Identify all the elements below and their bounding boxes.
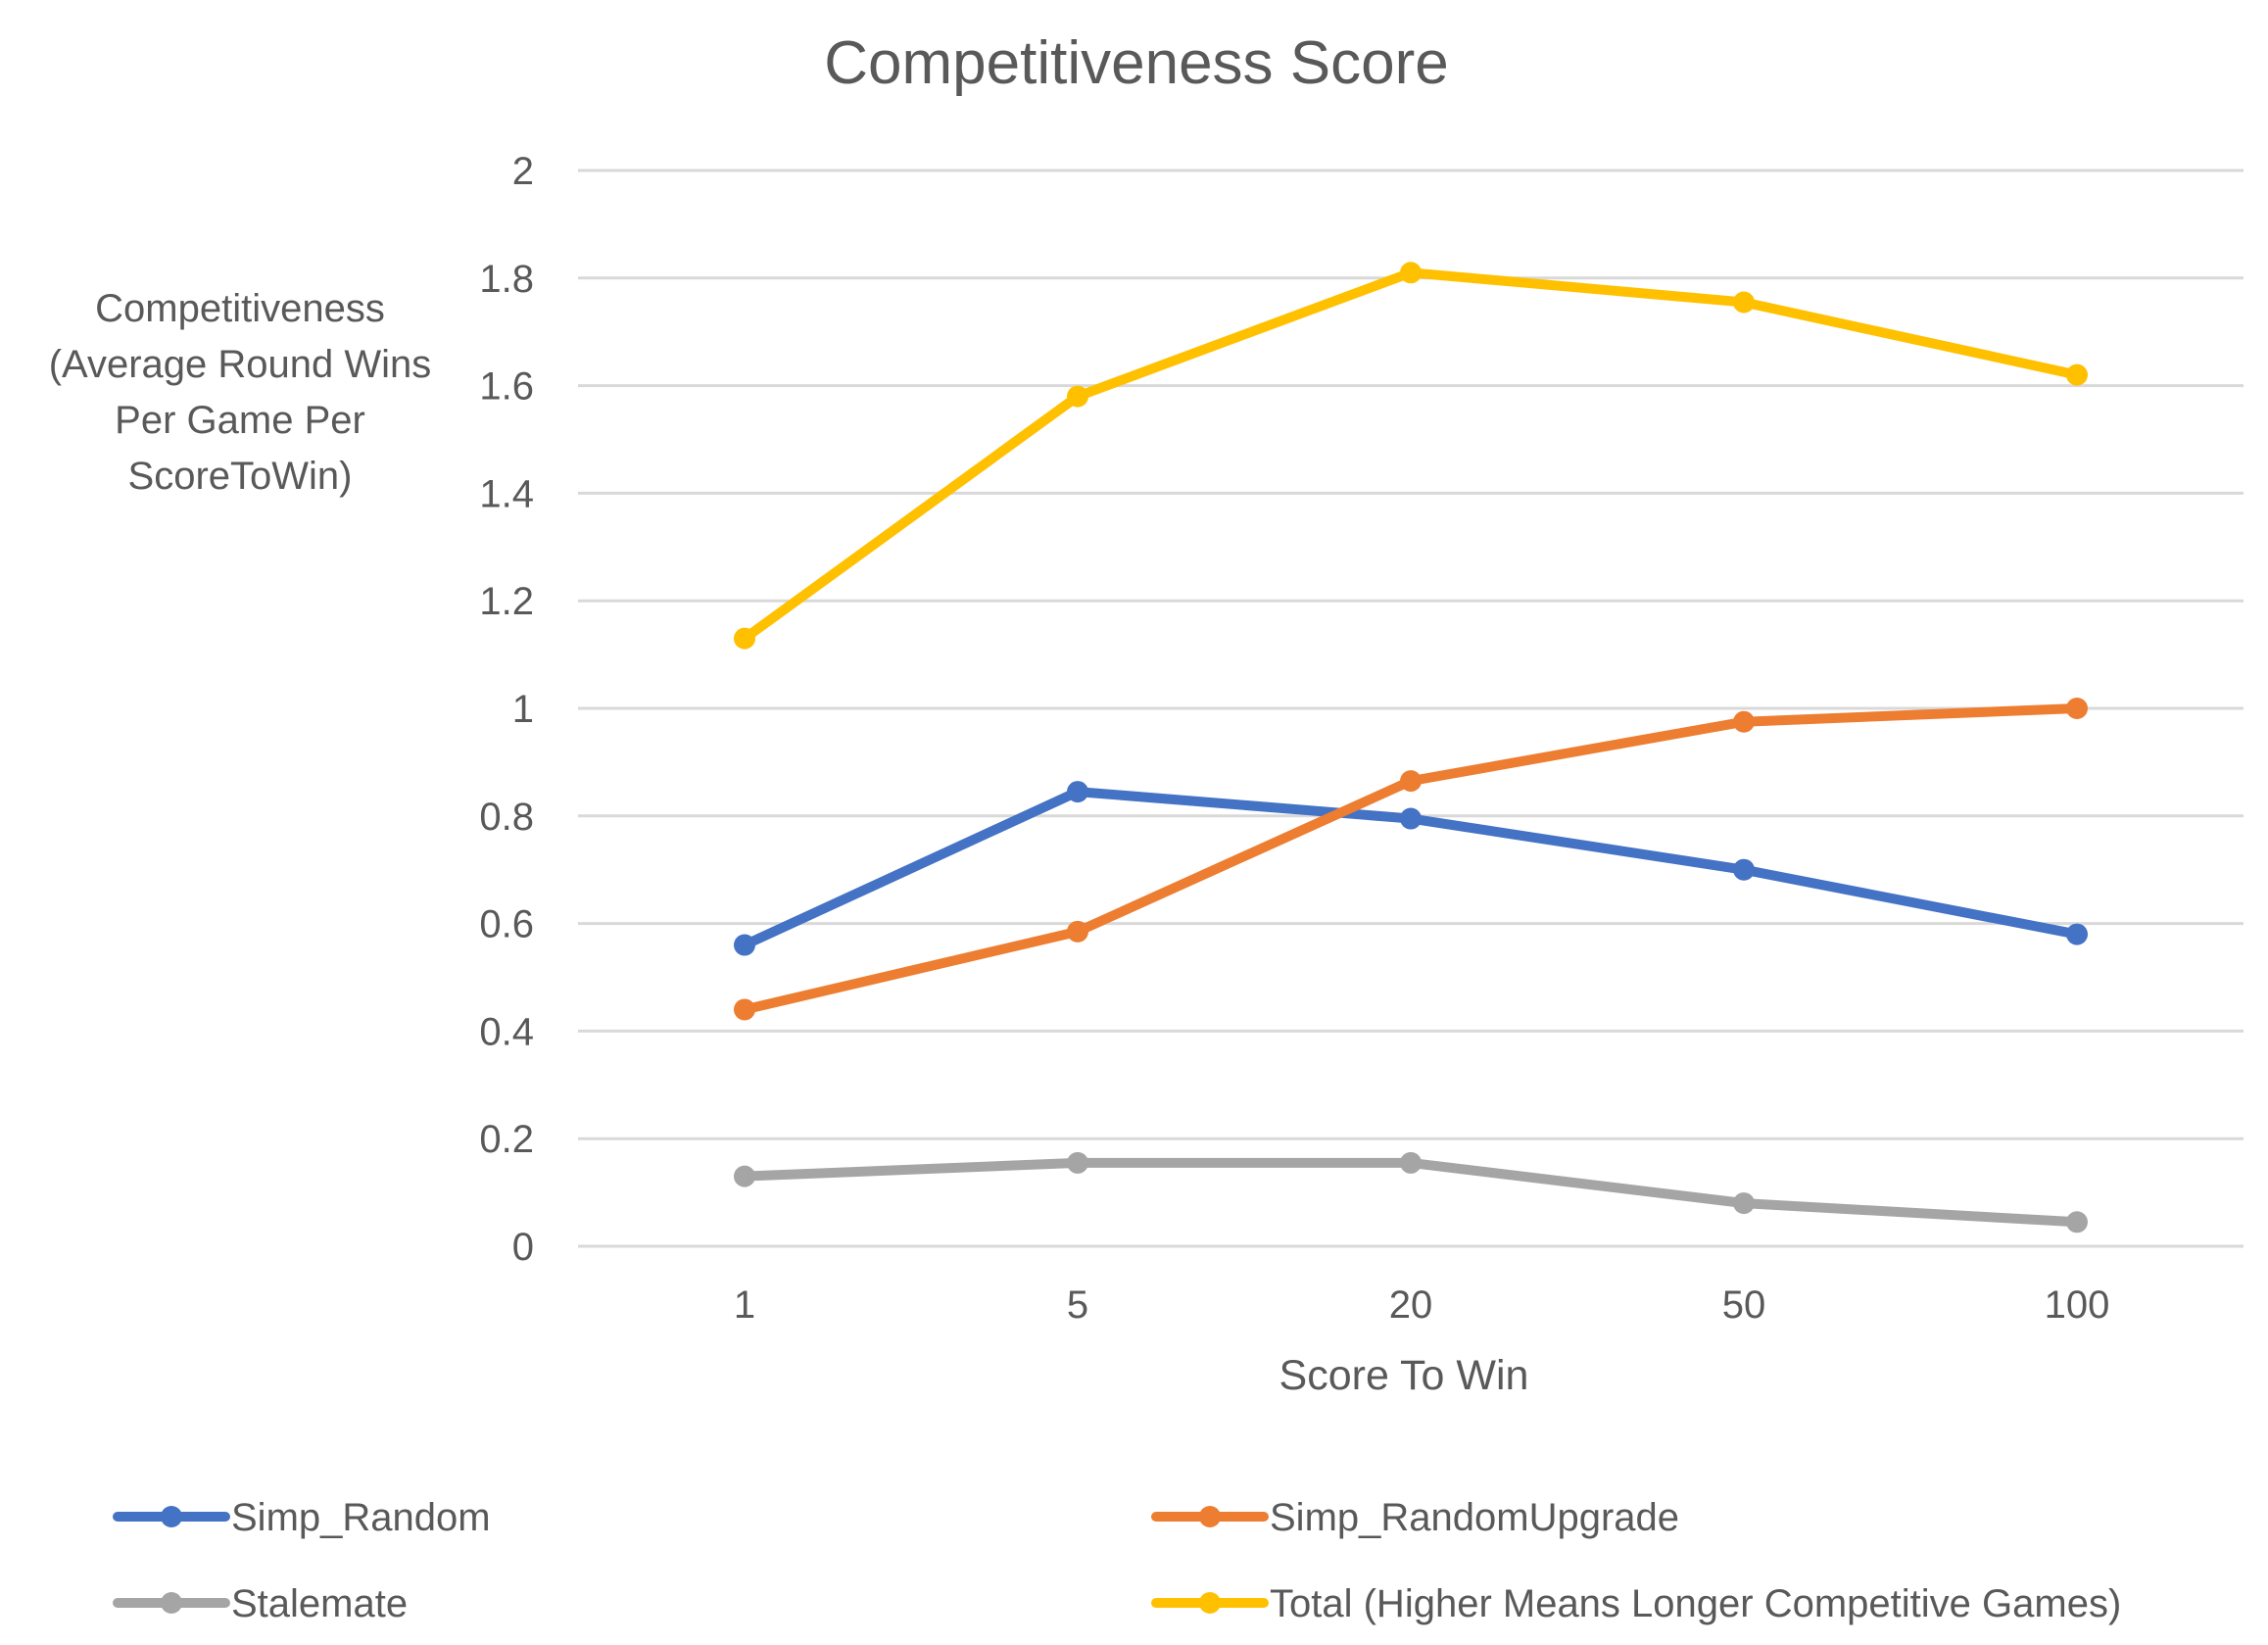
y-tick-label: 0	[512, 1226, 534, 1269]
y-axis-label: Competitiveness (Average Round Wins Per Ga…	[49, 287, 432, 498]
data-point	[734, 998, 755, 1021]
y-tick-label: 1.8	[479, 258, 534, 301]
y-tick-label: 0.6	[479, 903, 534, 946]
y-tick-labels: 0 0.2 0.4 0.6 0.8 1 1.2 1.4 1.6 1.8 2	[479, 150, 534, 1269]
legend-item: Stalemate	[113, 1582, 408, 1625]
data-point	[1067, 781, 1088, 803]
data-point	[2066, 363, 2088, 386]
x-tick-labels: 1 5 20 50 100	[734, 1283, 2110, 1327]
series-line	[740, 267, 2082, 644]
legend-item: Simp_RandomUpgrade	[1151, 1496, 1679, 1539]
series-lines	[734, 262, 2088, 1234]
series-stalemate	[734, 1151, 2088, 1234]
legend-swatch-marker	[1199, 1506, 1221, 1527]
y-tick-label: 1	[512, 688, 534, 731]
legend-swatch-marker	[1199, 1592, 1221, 1614]
legend-item: Simp_Random	[113, 1496, 491, 1539]
x-tick-label: 1	[734, 1283, 755, 1327]
data-point	[1400, 807, 1422, 830]
x-tick-label: 50	[1722, 1283, 1766, 1327]
data-point	[1400, 1151, 1422, 1174]
x-tick-label: 20	[1389, 1283, 1433, 1327]
data-point	[1400, 770, 1422, 793]
legend-swatch-marker	[161, 1506, 182, 1527]
series-total	[734, 262, 2088, 650]
y-axis-label-line: Per Game Per	[115, 399, 365, 442]
legend-label: Total (Higher Means Longer Competitive G…	[1270, 1582, 2121, 1625]
legend-label: Stalemate	[231, 1582, 408, 1625]
data-point	[1067, 385, 1088, 408]
y-tick-label: 0.4	[479, 1010, 534, 1053]
series-simp-randomupgrade	[734, 698, 2088, 1021]
data-point	[1067, 920, 1088, 943]
y-tick-label: 0.2	[479, 1118, 534, 1161]
series-line	[740, 703, 2082, 1015]
data-point	[1400, 262, 1422, 284]
chart-title: Competitiveness Score	[824, 29, 1449, 97]
x-tick-label: 100	[2045, 1283, 2110, 1327]
y-tick-label: 1.2	[479, 580, 534, 623]
data-point	[1067, 1151, 1088, 1174]
legend-swatch-marker	[161, 1592, 182, 1614]
data-point	[1733, 858, 1755, 881]
data-point	[1733, 710, 1755, 733]
x-axis-label: Score To Win	[1279, 1352, 1529, 1399]
data-point	[2066, 698, 2088, 719]
data-point	[1733, 291, 1755, 314]
data-point	[734, 934, 755, 956]
data-point	[734, 627, 755, 650]
y-tick-label: 2	[512, 150, 534, 193]
series-simp-random	[734, 781, 2088, 956]
data-point	[2066, 923, 2088, 945]
legend-label: Simp_RandomUpgrade	[1270, 1496, 1679, 1539]
x-tick-label: 5	[1067, 1283, 1088, 1327]
y-axis-label-line: (Average Round Wins	[49, 343, 432, 386]
data-point	[734, 1165, 755, 1187]
legend-label: Simp_Random	[231, 1496, 491, 1539]
data-point	[2066, 1211, 2088, 1234]
legend: Simp_Random Simp_RandomUpgrade Stalemate To…	[113, 1496, 2121, 1625]
y-tick-label: 0.8	[479, 796, 534, 839]
y-axis-label-line: ScoreToWin)	[128, 455, 353, 498]
legend-item: Total (Higher Means Longer Competitive G…	[1151, 1582, 2121, 1625]
data-point	[1733, 1192, 1755, 1215]
y-tick-label: 1.4	[479, 472, 534, 515]
y-tick-label: 1.6	[479, 365, 534, 409]
y-axis-label-line: Competitiveness	[95, 287, 385, 330]
